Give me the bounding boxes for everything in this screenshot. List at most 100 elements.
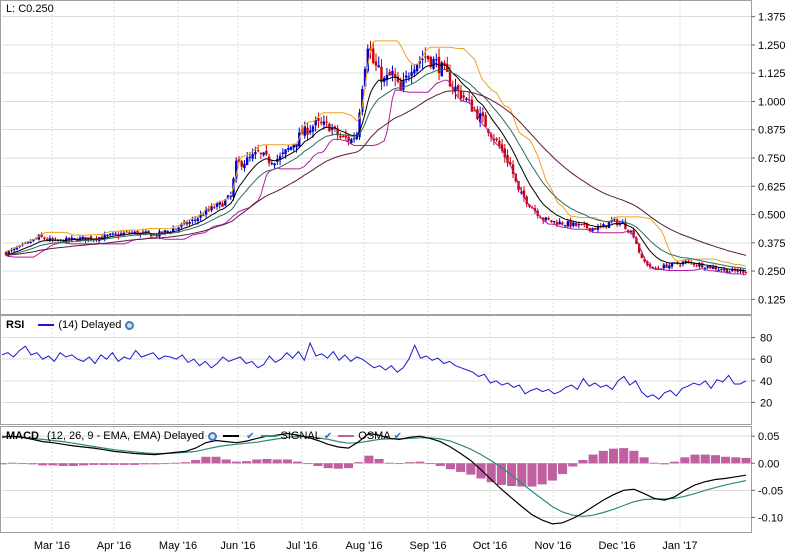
candle-body — [84, 236, 87, 241]
candle-body — [65, 237, 68, 244]
candle-body — [462, 95, 465, 98]
candle-body — [163, 230, 167, 233]
candle-body — [333, 126, 337, 128]
candle-body — [108, 233, 112, 236]
candle-body — [141, 231, 145, 233]
candle-body — [421, 59, 424, 61]
candle-body — [610, 220, 613, 222]
macd-line — [1, 432, 747, 525]
y-tick-label: 0.05 — [758, 431, 779, 443]
osma-bar — [333, 463, 343, 469]
candle-body — [637, 243, 641, 253]
macd-legend-label[interactable]: (12, 26, 9 - EMA, EMA) Delayed — [47, 430, 205, 442]
osma-bar — [231, 461, 241, 464]
candle-body — [572, 222, 575, 227]
candle-body — [446, 63, 449, 72]
candle-body — [440, 62, 443, 77]
osma-bar — [649, 462, 659, 464]
last-price-label: L: C0.250 — [6, 3, 54, 15]
osma-bar — [28, 463, 38, 465]
candle-body — [435, 59, 438, 61]
ema-slow-line — [5, 90, 747, 256]
checkmark-icon[interactable]: ✔ — [323, 430, 333, 442]
y-tick-label: 0.125 — [758, 294, 786, 306]
signal-legend-label[interactable]: SIGNAL — [280, 430, 321, 442]
candle-body — [399, 81, 402, 91]
candle-body — [424, 56, 427, 58]
candle-body — [492, 138, 496, 141]
candle-body — [226, 195, 230, 199]
candle-body — [426, 55, 430, 60]
candle-body — [240, 161, 243, 167]
candle-body — [125, 231, 128, 233]
candle-body — [555, 222, 559, 225]
x-tick-label: Sep '16 — [410, 540, 447, 552]
candle-body — [481, 112, 485, 117]
ema-mid-line — [5, 68, 747, 270]
candle-body — [128, 232, 131, 234]
candle-body — [465, 98, 468, 100]
candle-body — [309, 130, 312, 133]
rsi-panel[interactable] — [0, 315, 752, 425]
candle-body — [330, 128, 334, 130]
candle-body — [533, 208, 537, 211]
osma-bar — [170, 462, 180, 464]
osma-bar — [435, 463, 445, 466]
osma-bar — [282, 459, 292, 464]
rsi-header: RSI (14) Delayed — [6, 319, 135, 331]
candle-body — [736, 270, 739, 272]
osma-bar — [68, 463, 78, 466]
candle-body — [193, 219, 197, 221]
candle-body — [700, 263, 704, 268]
osma-bar — [466, 463, 476, 475]
checkmark-icon[interactable]: ✔ — [393, 430, 403, 442]
candle-body — [147, 230, 150, 234]
candle-body — [615, 219, 619, 225]
osma-bar — [537, 463, 547, 485]
candle-body — [448, 71, 452, 87]
candle-body — [640, 253, 644, 258]
candle-body — [407, 76, 411, 78]
osma-bar — [384, 462, 394, 464]
osma-bar — [527, 463, 537, 487]
signal-legend-swatch — [260, 435, 277, 437]
osma-bar — [690, 454, 700, 464]
osma-bar — [272, 459, 282, 464]
settings-icon[interactable] — [125, 320, 135, 330]
candle-body — [119, 233, 123, 236]
x-tick-label: Mar '16 — [34, 540, 70, 552]
candle-body — [742, 269, 745, 273]
osma-bar — [252, 459, 262, 464]
x-tick-label: Jun '16 — [220, 540, 255, 552]
candle-body — [48, 238, 52, 241]
y-tick-label: 0.625 — [758, 181, 786, 193]
osma-bar — [486, 463, 496, 483]
x-tick-label: Apr '16 — [97, 540, 132, 552]
osma-bar — [303, 463, 313, 465]
osma-legend-label[interactable]: OSMA — [358, 430, 391, 442]
candle-body — [256, 150, 260, 152]
checkmark-icon[interactable]: ✔ — [246, 430, 255, 442]
osma-bar — [557, 463, 568, 475]
candle-body — [341, 136, 345, 138]
osma-bar — [680, 457, 690, 464]
candle-body — [237, 159, 241, 162]
osma-bar — [374, 458, 384, 464]
osma-bar — [78, 463, 89, 466]
macd-panel[interactable] — [0, 426, 752, 533]
candle-body — [717, 269, 720, 271]
candle-body — [484, 115, 487, 127]
candle-body — [541, 217, 545, 221]
candle-body — [215, 203, 219, 207]
candle-body — [347, 137, 350, 142]
candle-body — [344, 135, 348, 138]
osma-bar — [180, 462, 191, 464]
settings-icon[interactable] — [208, 431, 218, 441]
candle-body — [588, 227, 591, 231]
candle-body — [459, 90, 463, 99]
candle-body — [292, 144, 295, 148]
rsi-legend-label[interactable]: (14) Delayed — [58, 319, 122, 331]
osma-bar — [48, 463, 58, 466]
candle-body — [377, 65, 380, 68]
osma-bar — [394, 463, 405, 465]
